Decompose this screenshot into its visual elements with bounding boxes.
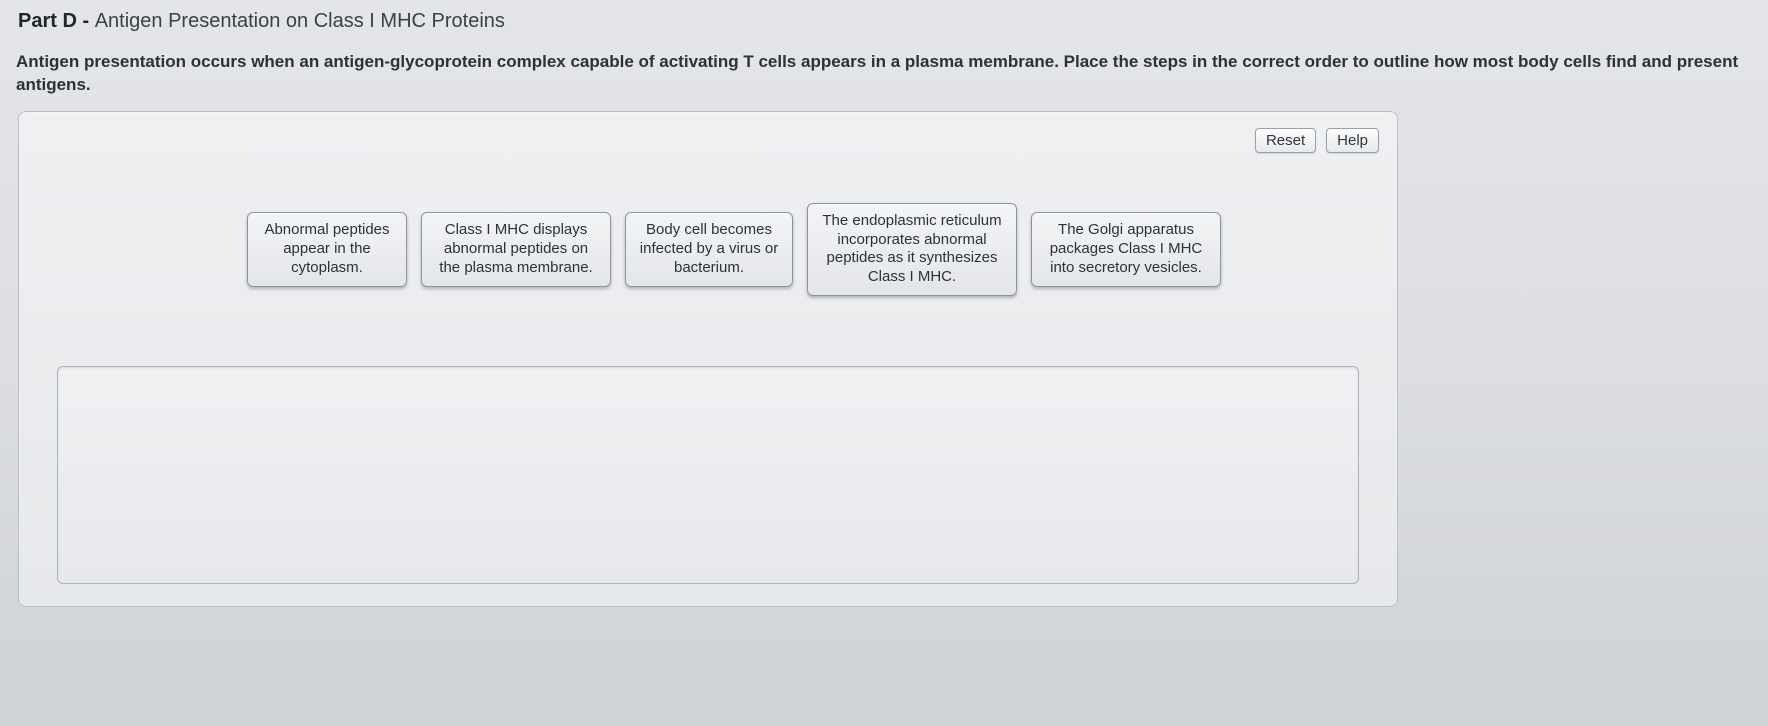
top-button-row: Reset Help xyxy=(37,128,1379,153)
page-root: Part D - Antigen Presentation on Class I… xyxy=(0,0,1768,607)
tile-body-cell-infected[interactable]: Body cell becomes infected by a virus or… xyxy=(625,212,793,286)
drop-zone[interactable] xyxy=(57,366,1359,584)
exercise-frame: Reset Help Abnormal peptides appear in t… xyxy=(18,111,1398,607)
part-header: Part D - Antigen Presentation on Class I… xyxy=(14,10,1754,33)
instruction-text: Antigen presentation occurs when an anti… xyxy=(14,51,1754,97)
tile-class-i-mhc-display[interactable]: Class I MHC displays abnormal peptides o… xyxy=(421,212,611,286)
help-button[interactable]: Help xyxy=(1326,128,1379,153)
part-label: Part D xyxy=(18,10,77,32)
part-separator: - xyxy=(77,10,95,32)
reset-button[interactable]: Reset xyxy=(1255,128,1316,153)
tile-abnormal-peptides[interactable]: Abnormal peptides appear in the cytoplas… xyxy=(247,212,407,286)
tile-golgi-apparatus[interactable]: The Golgi apparatus packages Class I MHC… xyxy=(1031,212,1221,286)
part-title: Antigen Presentation on Class I MHC Prot… xyxy=(95,10,505,32)
tile-endoplasmic-reticulum[interactable]: The endoplasmic reticulum incorporates a… xyxy=(807,203,1017,296)
draggable-tiles-row: Abnormal peptides appear in the cytoplas… xyxy=(247,203,1379,296)
